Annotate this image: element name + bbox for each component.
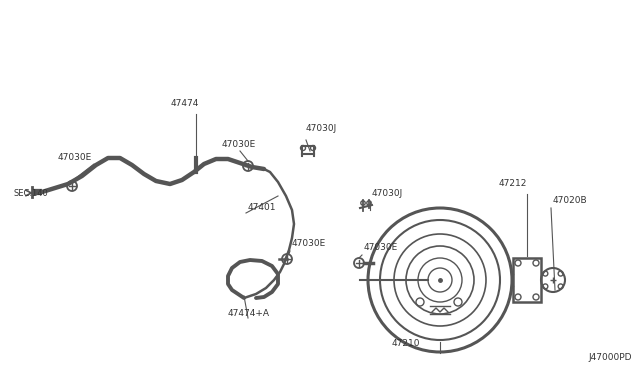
Text: J47000PD: J47000PD	[589, 353, 632, 362]
Text: 47030E: 47030E	[364, 243, 398, 252]
Text: 47030J: 47030J	[306, 124, 337, 133]
Text: 47020B: 47020B	[553, 196, 588, 205]
Text: 47474: 47474	[171, 99, 199, 108]
Text: 47210: 47210	[392, 339, 420, 348]
Text: 47212: 47212	[499, 179, 527, 188]
Bar	[513, 258, 541, 302]
Text: 47030J: 47030J	[372, 189, 403, 198]
Text: 47030E: 47030E	[292, 239, 326, 248]
Text: 47030E: 47030E	[222, 140, 256, 149]
Text: 47474+A: 47474+A	[228, 309, 270, 318]
Text: 47401: 47401	[248, 203, 276, 212]
Text: 47030E: 47030E	[58, 153, 92, 162]
Text: SEC.140: SEC.140	[14, 189, 49, 198]
